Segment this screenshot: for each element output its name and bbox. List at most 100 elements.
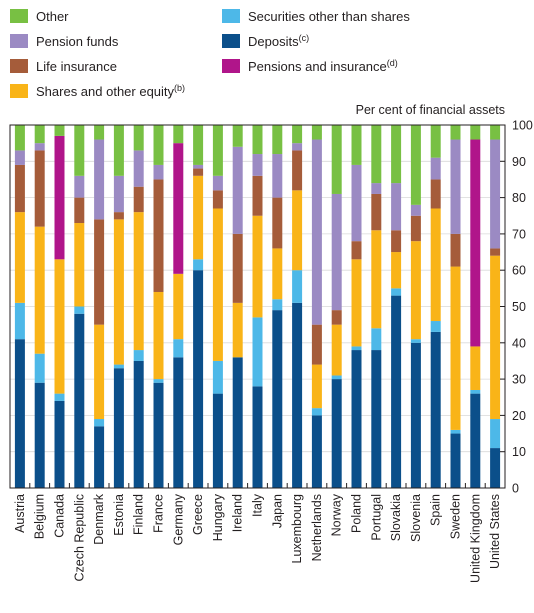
x-tick-label: Canada xyxy=(53,494,67,538)
bar-segment-deposits xyxy=(212,393,223,488)
bar-segment-other xyxy=(470,125,481,140)
bar-segment-shares xyxy=(173,273,184,340)
bar-segment-life xyxy=(292,150,303,191)
legend-footnote-deposits: (c) xyxy=(299,33,310,43)
bar-segment-securities xyxy=(371,328,382,351)
legend-swatch-pensionsins xyxy=(222,59,240,73)
bar-segment-pension xyxy=(133,150,144,187)
legend-swatch-life xyxy=(10,59,28,73)
axes xyxy=(9,124,506,489)
bar-segment-other xyxy=(94,125,105,140)
bar-segment-pension xyxy=(193,164,204,169)
bar-segment-deposits xyxy=(311,415,322,488)
bar-segment-securities xyxy=(430,321,441,332)
x-tick-label: Spain xyxy=(429,494,443,526)
bar-segment-pension xyxy=(450,139,461,234)
bar-segment-securities xyxy=(252,317,263,387)
y-tick-label: 40 xyxy=(512,336,526,350)
bar-segment-securities xyxy=(94,419,105,427)
bar-segment-securities xyxy=(173,339,184,358)
bar-segment-other xyxy=(490,125,501,140)
bar-segment-securities xyxy=(34,353,45,383)
bar-segment-life xyxy=(252,175,263,216)
bar-segment-shares xyxy=(232,302,243,358)
bar-segment-other xyxy=(272,125,283,155)
bar-segment-life xyxy=(311,324,322,365)
bar-segment-pension xyxy=(212,175,223,191)
x-tick-label: France xyxy=(152,494,166,533)
bar-segment-shares xyxy=(490,255,501,420)
bar-segment-shares xyxy=(351,259,362,347)
legend-footnote-shares: (b) xyxy=(174,83,185,93)
x-tick-label: Slovakia xyxy=(389,494,403,541)
x-tick-label: Hungary xyxy=(211,493,225,541)
legend-label-deposits: Deposits(c) xyxy=(248,33,309,49)
bar-segment-pensionsins xyxy=(173,143,184,274)
x-tick-label: Portugal xyxy=(369,494,383,541)
bar-segment-pension xyxy=(351,164,362,242)
bar-segment-pension xyxy=(410,204,421,216)
bar-segment-pension xyxy=(14,150,25,165)
bar-segment-other xyxy=(173,125,184,144)
x-tick-label: Greece xyxy=(191,494,205,535)
bar-segment-securities xyxy=(351,346,362,351)
bar-segment-life xyxy=(153,179,164,292)
legend-label-shares: Shares and other equity(b) xyxy=(36,83,185,99)
bar-segment-deposits xyxy=(133,360,144,488)
bar-segment-deposits xyxy=(232,357,243,488)
legend-swatch-securities xyxy=(222,9,240,23)
x-tick-label: Luxembourg xyxy=(290,494,304,564)
bars xyxy=(14,125,501,488)
bar-segment-pensionsins xyxy=(54,135,65,260)
bar-segment-deposits xyxy=(371,350,382,488)
y-tick-label: 90 xyxy=(512,155,526,169)
bar-segment-other xyxy=(311,125,322,140)
bar-segment-life xyxy=(490,248,501,256)
bar-segment-securities xyxy=(113,364,124,369)
bar-segment-deposits xyxy=(331,379,342,488)
x-tick-label: Japan xyxy=(270,494,284,528)
x-tick-label: Germany xyxy=(171,493,185,545)
x-tick-label: Ireland xyxy=(231,494,245,532)
legend-label-securities: Securities other than shares xyxy=(248,9,410,24)
bar-segment-securities xyxy=(490,419,501,449)
bar-segment-deposits xyxy=(450,433,461,488)
legend-swatch-other xyxy=(10,9,28,23)
bar-segment-pension xyxy=(391,183,402,231)
bar-segment-shares xyxy=(113,219,124,365)
bar-segment-other xyxy=(410,125,421,205)
bar-segment-securities xyxy=(450,429,461,434)
x-tick-label: Slovenia xyxy=(409,494,423,542)
bar-segment-other xyxy=(193,125,204,165)
bar-segment-pension xyxy=(232,146,243,234)
legend-swatch-deposits xyxy=(222,34,240,48)
bar-segment-other xyxy=(292,125,303,144)
legend-label-other: Other xyxy=(36,9,69,24)
x-tick-label: Sweden xyxy=(449,494,463,539)
x-tick-label: Poland xyxy=(350,494,364,533)
x-tick-label: Austria xyxy=(13,494,27,533)
bar-segment-pension xyxy=(311,139,322,325)
bar-segment-deposits xyxy=(153,382,164,488)
bar-segment-deposits xyxy=(391,295,402,488)
y-tick-label: 0 xyxy=(512,482,519,496)
bar-segment-other xyxy=(14,125,25,151)
bar-segment-pension xyxy=(153,164,164,180)
bar-segment-life xyxy=(391,230,402,253)
bar-segment-deposits xyxy=(54,400,65,488)
y-tick-label: 50 xyxy=(512,300,526,314)
bar-segment-shares xyxy=(74,223,85,307)
bar-segment-life xyxy=(14,164,25,213)
y-tick-label: 70 xyxy=(512,227,526,241)
x-axis-labels: Austria Belgium Canada Czech Republic Denmar… xyxy=(13,493,502,583)
x-tick-label: Finland xyxy=(132,494,146,535)
bar-segment-shares xyxy=(153,291,164,380)
bar-segment-securities xyxy=(153,379,164,383)
bar-segment-shares xyxy=(430,208,441,322)
bar-segment-pension xyxy=(74,175,85,198)
bar-segment-shares xyxy=(252,215,263,318)
bar-segment-other xyxy=(153,125,164,165)
x-tick-label: Estonia xyxy=(112,494,126,536)
